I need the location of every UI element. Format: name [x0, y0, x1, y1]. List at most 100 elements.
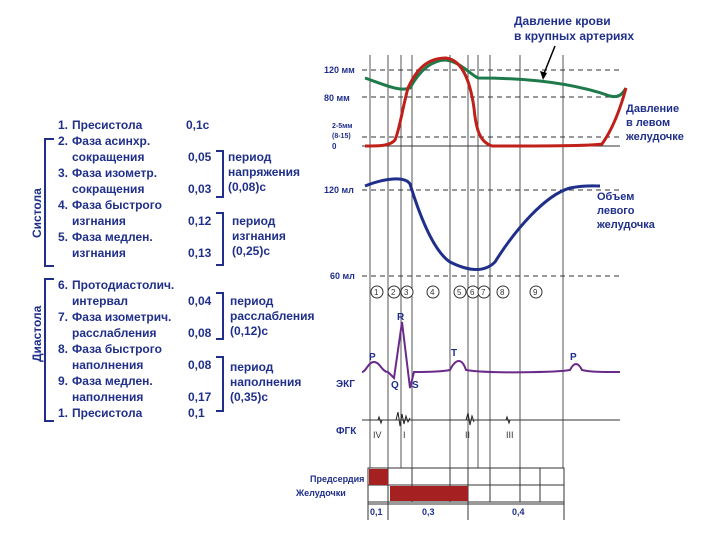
- phase-name: Фаза изометрич.: [72, 310, 172, 324]
- phase-markers: 1 2 3 4 5 6 7 8 9: [370, 285, 543, 299]
- ecg-r: R: [397, 312, 405, 323]
- title-line1: Давление крови: [514, 14, 611, 28]
- lv-volume-curve: [364, 177, 601, 271]
- lv-volume-label-1: Объем: [597, 191, 634, 203]
- phase-row: 3. Фаза изометр.: [58, 166, 157, 180]
- phase-row-cont: сокращения: [72, 150, 144, 164]
- phase-row: 1. Пресистола: [58, 406, 142, 420]
- ecg-s: S: [412, 380, 419, 391]
- phase-name: Пресистола: [72, 118, 143, 132]
- phase-value: 0,03: [188, 182, 212, 196]
- phase-marker: [370, 285, 384, 299]
- fkg-ii: II: [465, 430, 470, 440]
- heart-sound-3: [505, 415, 511, 425]
- bar-ventricles-label: Желудочки: [295, 488, 346, 498]
- phase-row: 9. Фаза медлен.: [58, 374, 153, 388]
- ventricle-systole-bar: [390, 486, 468, 501]
- time-systole: 0,3: [422, 507, 435, 517]
- phase-row-cont: изгнания: [72, 246, 126, 260]
- lv-pressure-label-2: в левом: [626, 117, 670, 129]
- ecg-p: P: [369, 352, 376, 363]
- phase-name-cont: наполнения: [72, 358, 144, 372]
- lv-pressure-curve: [364, 56, 628, 148]
- phase-marker: [477, 285, 491, 299]
- fkg-label: ФГК: [336, 426, 357, 437]
- phase-name: Фаза асинхр.: [72, 134, 151, 148]
- axis-p120: 120 мм: [324, 65, 355, 75]
- svg-text:4: 4: [430, 288, 435, 297]
- phase-num: 7.: [58, 310, 69, 324]
- phase-value: 0,1с: [186, 118, 210, 132]
- phase-row: 8. Фаза быстрого: [58, 342, 162, 356]
- axis-plow2: (8-15): [332, 133, 351, 140]
- phase-row-cont: изгнания: [72, 214, 126, 228]
- phase-row: 2. Фаза асинхр.: [58, 134, 150, 148]
- axis-p80: 80 мм: [324, 93, 350, 103]
- time-presystole: 0,1: [370, 507, 383, 517]
- period-ejection: период изгнания (0,25)с: [232, 214, 286, 258]
- ecg-t: T: [451, 348, 457, 359]
- phase-marker: [453, 285, 467, 299]
- phase-name-cont: сокращения: [72, 182, 145, 196]
- atria-systole-bar: [369, 469, 388, 485]
- svg-text:6: 6: [470, 288, 475, 297]
- phase-name: Пресистола: [72, 406, 143, 420]
- phase-value: 0,1: [188, 406, 205, 420]
- phase-num: 1.: [58, 118, 69, 132]
- phase-value: 0,04: [188, 294, 212, 308]
- phase-name: Фаза быстрого: [72, 198, 162, 212]
- phase-value: 0,08: [188, 358, 212, 372]
- systole-bracket: [44, 138, 54, 267]
- svg-text:1: 1: [374, 288, 379, 297]
- filling-bracket: [216, 356, 224, 412]
- svg-text:2: 2: [391, 288, 396, 297]
- ejection-bracket: [216, 212, 224, 266]
- ecg-label: ЭКГ: [336, 379, 355, 390]
- axis-plow: 2-5мм: [332, 123, 352, 130]
- phase-num: 4.: [58, 198, 69, 212]
- lv-volume-label-2: левого: [597, 205, 635, 217]
- fkg-i: I: [403, 430, 406, 440]
- phase-marker: [529, 285, 543, 299]
- phase-name: Фаза медлен.: [72, 374, 153, 388]
- phase-value: 0,17: [188, 390, 212, 404]
- phase-name: Фаза изометр.: [72, 166, 158, 180]
- svg-text:9: 9: [533, 288, 538, 297]
- phase-num: 1.: [58, 406, 69, 420]
- axis-v120: 120 мл: [324, 185, 354, 195]
- phase-lines: [369, 55, 564, 468]
- heart-sound-1: [395, 411, 411, 427]
- phase-row: 1. Пресистола 0,1с: [58, 118, 209, 132]
- heart-sound-4: [377, 415, 383, 425]
- tension-bracket: [216, 150, 224, 198]
- phase-num: 8.: [58, 342, 69, 356]
- reference-lines: [362, 69, 620, 277]
- svg-text:3: 3: [404, 288, 409, 297]
- phase-num: 3.: [58, 166, 69, 180]
- phase-value: 0,05: [188, 150, 212, 164]
- phase-num: 5.: [58, 230, 69, 244]
- svg-text:5: 5: [457, 288, 462, 297]
- period-tension: период напряжения (0,08)с: [228, 150, 300, 194]
- period-filling: период наполнения (0,35)с: [230, 360, 302, 404]
- phase-marker: [426, 285, 440, 299]
- diastole-bracket: [44, 278, 54, 422]
- axis-v60: 60 мл: [330, 271, 355, 281]
- relaxation-bracket: [216, 292, 224, 340]
- lv-pressure-label-3: желудочке: [625, 131, 684, 143]
- title-arrow: [542, 45, 556, 77]
- phase-name-cont: наполнения: [72, 390, 144, 404]
- phase-value: 0,13: [188, 246, 212, 260]
- phase-name-cont: расслабления: [72, 326, 157, 340]
- phase-row-cont: сокращения: [72, 182, 144, 196]
- phase-row: 5. Фаза медлен.: [58, 230, 153, 244]
- ecg-p2: P: [570, 352, 577, 363]
- phase-num: 6.: [58, 278, 69, 292]
- phase-name-cont: изгнания: [72, 246, 126, 260]
- bar-atria-label: Предсердия: [310, 474, 364, 484]
- ecg-trace: [361, 321, 621, 389]
- fkg-iv: IV: [373, 430, 382, 440]
- lv-pressure-label-1: Давление: [626, 103, 679, 115]
- heart-sound-2: [465, 412, 475, 426]
